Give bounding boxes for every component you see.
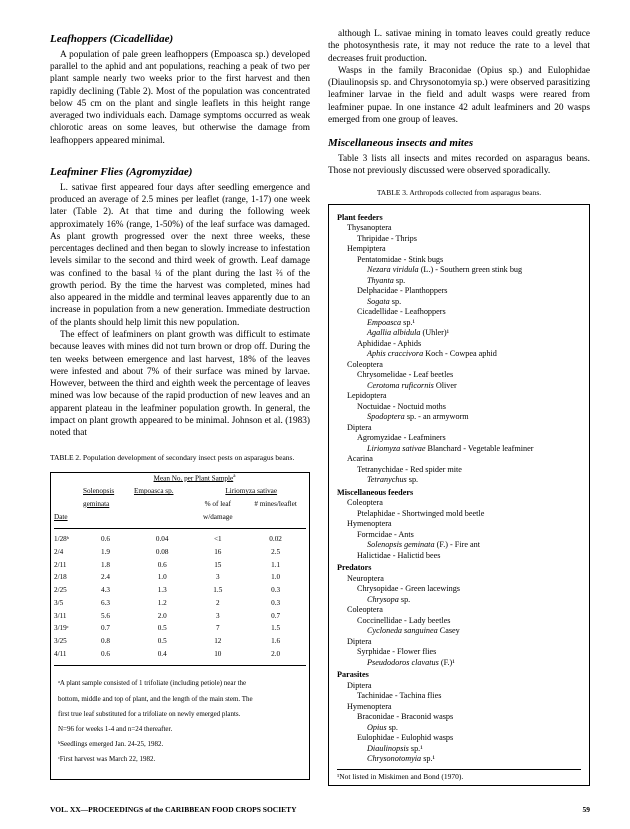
table3-box: Plant feeders Thysanoptera Thripidae - T… [328,204,590,787]
misc-para: Table 3 lists all insects and mites reco… [328,153,590,178]
table-row: 2/182.41.031.0 [51,572,310,585]
leafhoppers-heading: Leafhoppers (Cicadellidae) [50,32,310,47]
continuation-p2: Wasps in the family Braconidae (Opius sp… [328,65,590,126]
table-row: 4/110.60.4102.0 [51,648,310,661]
page-footer: VOL. XX—PROCEEDINGS of the CARIBBEAN FOO… [50,805,590,815]
continuation-p1: although L. sativae mining in tomato lea… [328,28,590,65]
footer-left: VOL. XX—PROCEEDINGS of the CARIBBEAN FOO… [50,805,297,815]
table-row: 2/254.31.31.50.3 [51,585,310,598]
table2: Mean No. per Plant Samplea Solenopsis Em… [50,472,310,781]
left-column: Leafhoppers (Cicadellidae) A population … [50,28,310,786]
table-row: 3/56.31.220.3 [51,597,310,610]
table-row: 2/111.80.6151.1 [51,559,310,572]
table-row: 3/250.80.5121.6 [51,636,310,649]
table-row: 3/19ᶜ0.70.571.5 [51,623,310,636]
leafminer-p2: The effect of leafminers on plant growth… [50,329,310,439]
table3-caption: TABLE 3. Arthropods collected from aspar… [328,188,590,198]
table-row: 3/115.62.030.7 [51,610,310,623]
right-column: although L. sativae mining in tomato lea… [328,28,590,786]
table2-caption: TABLE 2. Population development of secon… [50,453,310,463]
table-row: 2/41.90.08162.5 [51,547,310,560]
table2-footnotes: ᵃA plant sample consisted of 1 trifoliat… [54,672,306,777]
leafminer-p1: L. sativae first appeared four days afte… [50,182,310,329]
misc-heading: Miscellaneous insects and mites [328,136,590,151]
footer-page: 59 [583,805,591,815]
leafhoppers-para: A population of pale green leafhoppers (… [50,49,310,147]
leafminer-heading: Leafminer Flies (Agromyzidae) [50,165,310,180]
table-row: 1/28ᵇ0.60.04<10.02 [51,534,310,547]
